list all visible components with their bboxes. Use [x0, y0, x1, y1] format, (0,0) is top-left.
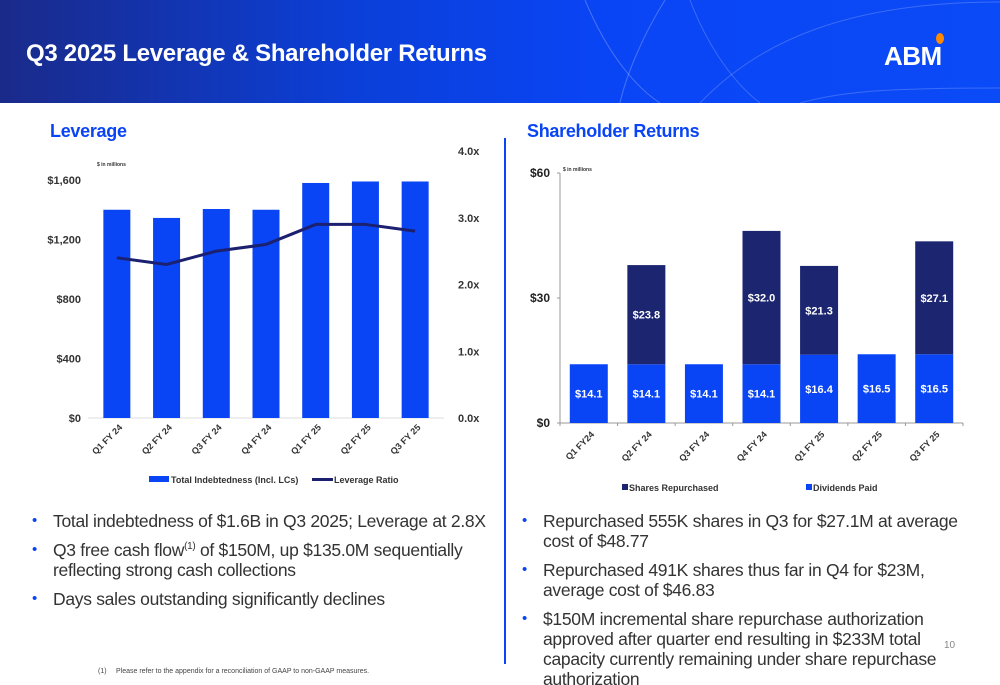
legend-swatch-shares-repurchased: [622, 484, 628, 490]
legend-swatch-dividends-paid: [806, 484, 812, 490]
bullet-icon: •: [522, 512, 527, 529]
bar-dividends-paid: [569, 364, 608, 423]
returns-bullet: • $150M incremental share repurchase auth…: [522, 609, 937, 685]
page-title: Q3 2025 Leverage & Shareholder Returns: [26, 40, 487, 67]
data-label-repurchased: $21.3: [805, 305, 833, 317]
bullet-icon: •: [32, 590, 37, 607]
y-tick-label: $60: [530, 166, 550, 180]
leverage-section-title: Leverage: [50, 121, 127, 141]
bar-total-indebtedness: [153, 217, 181, 418]
data-label-dividends: $16.4: [805, 384, 833, 396]
returns-section-title: Shareholder Returns: [527, 121, 700, 141]
bar-shares-repurchased: [800, 265, 839, 355]
legend-label-leverage-ratio: Leverage Ratio: [334, 475, 399, 485]
bar-total-indebtedness: [103, 209, 131, 418]
bullet-icon: •: [32, 541, 37, 558]
x-tick-label: Q1 FY 25: [792, 429, 826, 463]
y2-tick-label: 2.0x: [458, 280, 480, 292]
x-tick-label: Q1 FY24: [564, 429, 597, 462]
y-tick-label: $0: [537, 416, 551, 430]
bar-dividends-paid: [800, 354, 839, 423]
data-label-repurchased: $27.1: [920, 293, 948, 305]
bar-dividends-paid: [857, 354, 896, 423]
bar-dividends-paid: [915, 354, 954, 423]
legend-label-shares-repurchased: Shares Repurchased: [629, 483, 719, 493]
leverage-bullets: • Total indebtedness of $1.6B in Q3 2025;…: [28, 511, 498, 618]
abm-logo: ABM: [884, 41, 942, 71]
bar-total-indebtedness: [202, 209, 230, 418]
data-label-dividends: $14.1: [748, 389, 776, 401]
y-tick-label: $30: [530, 291, 550, 305]
leverage-bullet: • Days sales outstanding significantly de…: [32, 589, 385, 609]
units-note: $ in millions: [563, 167, 592, 173]
y-tick-label: $400: [57, 354, 81, 366]
bar-total-indebtedness: [302, 182, 330, 418]
y-tick-label: $800: [57, 294, 81, 306]
x-tick-label: Q3 FY 24: [677, 429, 711, 463]
data-label-dividends: $16.5: [920, 384, 948, 396]
data-label-dividends: $14.1: [690, 389, 718, 401]
returns-bullets: • Repurchased 555K shares in Q3 for $27.1…: [518, 511, 968, 685]
leverage-bullet: • Total indebtedness of $1.6B in Q3 2025;…: [32, 511, 486, 531]
bar-shares-repurchased: [742, 230, 781, 365]
y2-tick-label: 1.0x: [458, 346, 480, 358]
leverage-chart: $ in millions $0 $400 $800 $1,200 $1,600 0.0x 1…: [47, 146, 480, 485]
y-tick-label: $1,200: [47, 235, 81, 247]
units-note: $ in millions: [97, 162, 126, 168]
y2-tick-label: 0.0x: [458, 413, 480, 425]
returns-bullet: • Repurchased 491K shares thus far in Q4 …: [522, 560, 925, 600]
shareholder-returns-chart: $ in millions $0 $30 $60 $14.1 Q1 FY24 $14.1 $2…: [530, 166, 964, 493]
header-banner: Q3 2025 Leverage & Shareholder Returns A…: [0, 0, 1000, 103]
bar-total-indebtedness: [351, 181, 379, 418]
bar-total-indebtedness: [401, 181, 429, 418]
data-label-repurchased: $32.0: [748, 293, 776, 305]
x-tick-label: Q3 FY 25: [907, 429, 941, 463]
x-tick-label: Q2 FY 25: [850, 429, 884, 463]
bullet-icon: •: [522, 561, 527, 578]
leverage-bullet: • Q3 free cash flow(1) of $150M, up $135.…: [32, 540, 463, 580]
bullet-icon: •: [32, 512, 37, 529]
bullet-icon: •: [522, 610, 527, 627]
bar-shares-repurchased: [627, 265, 666, 365]
legend-swatch-total-indebtedness: [149, 476, 169, 482]
y-tick-label: $1,600: [47, 175, 81, 187]
footnote: (1) Please refer to the appendix for a re…: [98, 668, 370, 675]
page-number: 10: [944, 640, 956, 651]
returns-bullet: • Repurchased 555K shares in Q3 for $27.1…: [522, 511, 958, 551]
bar-dividends-paid: [742, 364, 781, 423]
logo-dot-icon: [936, 33, 944, 44]
bar-dividends-paid: [684, 364, 723, 423]
legend-label-total-indebtedness: Total Indebtedness (Incl. LCs): [171, 475, 298, 485]
y-tick-label: $0: [69, 413, 81, 425]
bar-dividends-paid: [627, 364, 666, 423]
section-divider: [504, 138, 506, 664]
bar-shares-repurchased: [915, 241, 954, 355]
y2-tick-label: 3.0x: [458, 213, 480, 225]
x-tick-label: Q4 FY 24: [735, 429, 769, 463]
header-decoration: [584, 0, 1000, 103]
data-label-repurchased: $23.8: [633, 310, 661, 322]
footnote-ref: (1): [184, 541, 196, 553]
y2-tick-label: 4.0x: [458, 146, 480, 158]
legend-label-dividends-paid: Dividends Paid: [813, 483, 878, 493]
data-label-dividends: $14.1: [575, 389, 603, 401]
data-label-dividends: $16.5: [863, 384, 891, 396]
data-label-dividends: $14.1: [633, 389, 661, 401]
x-tick-label: Q2 FY 24: [620, 429, 654, 463]
